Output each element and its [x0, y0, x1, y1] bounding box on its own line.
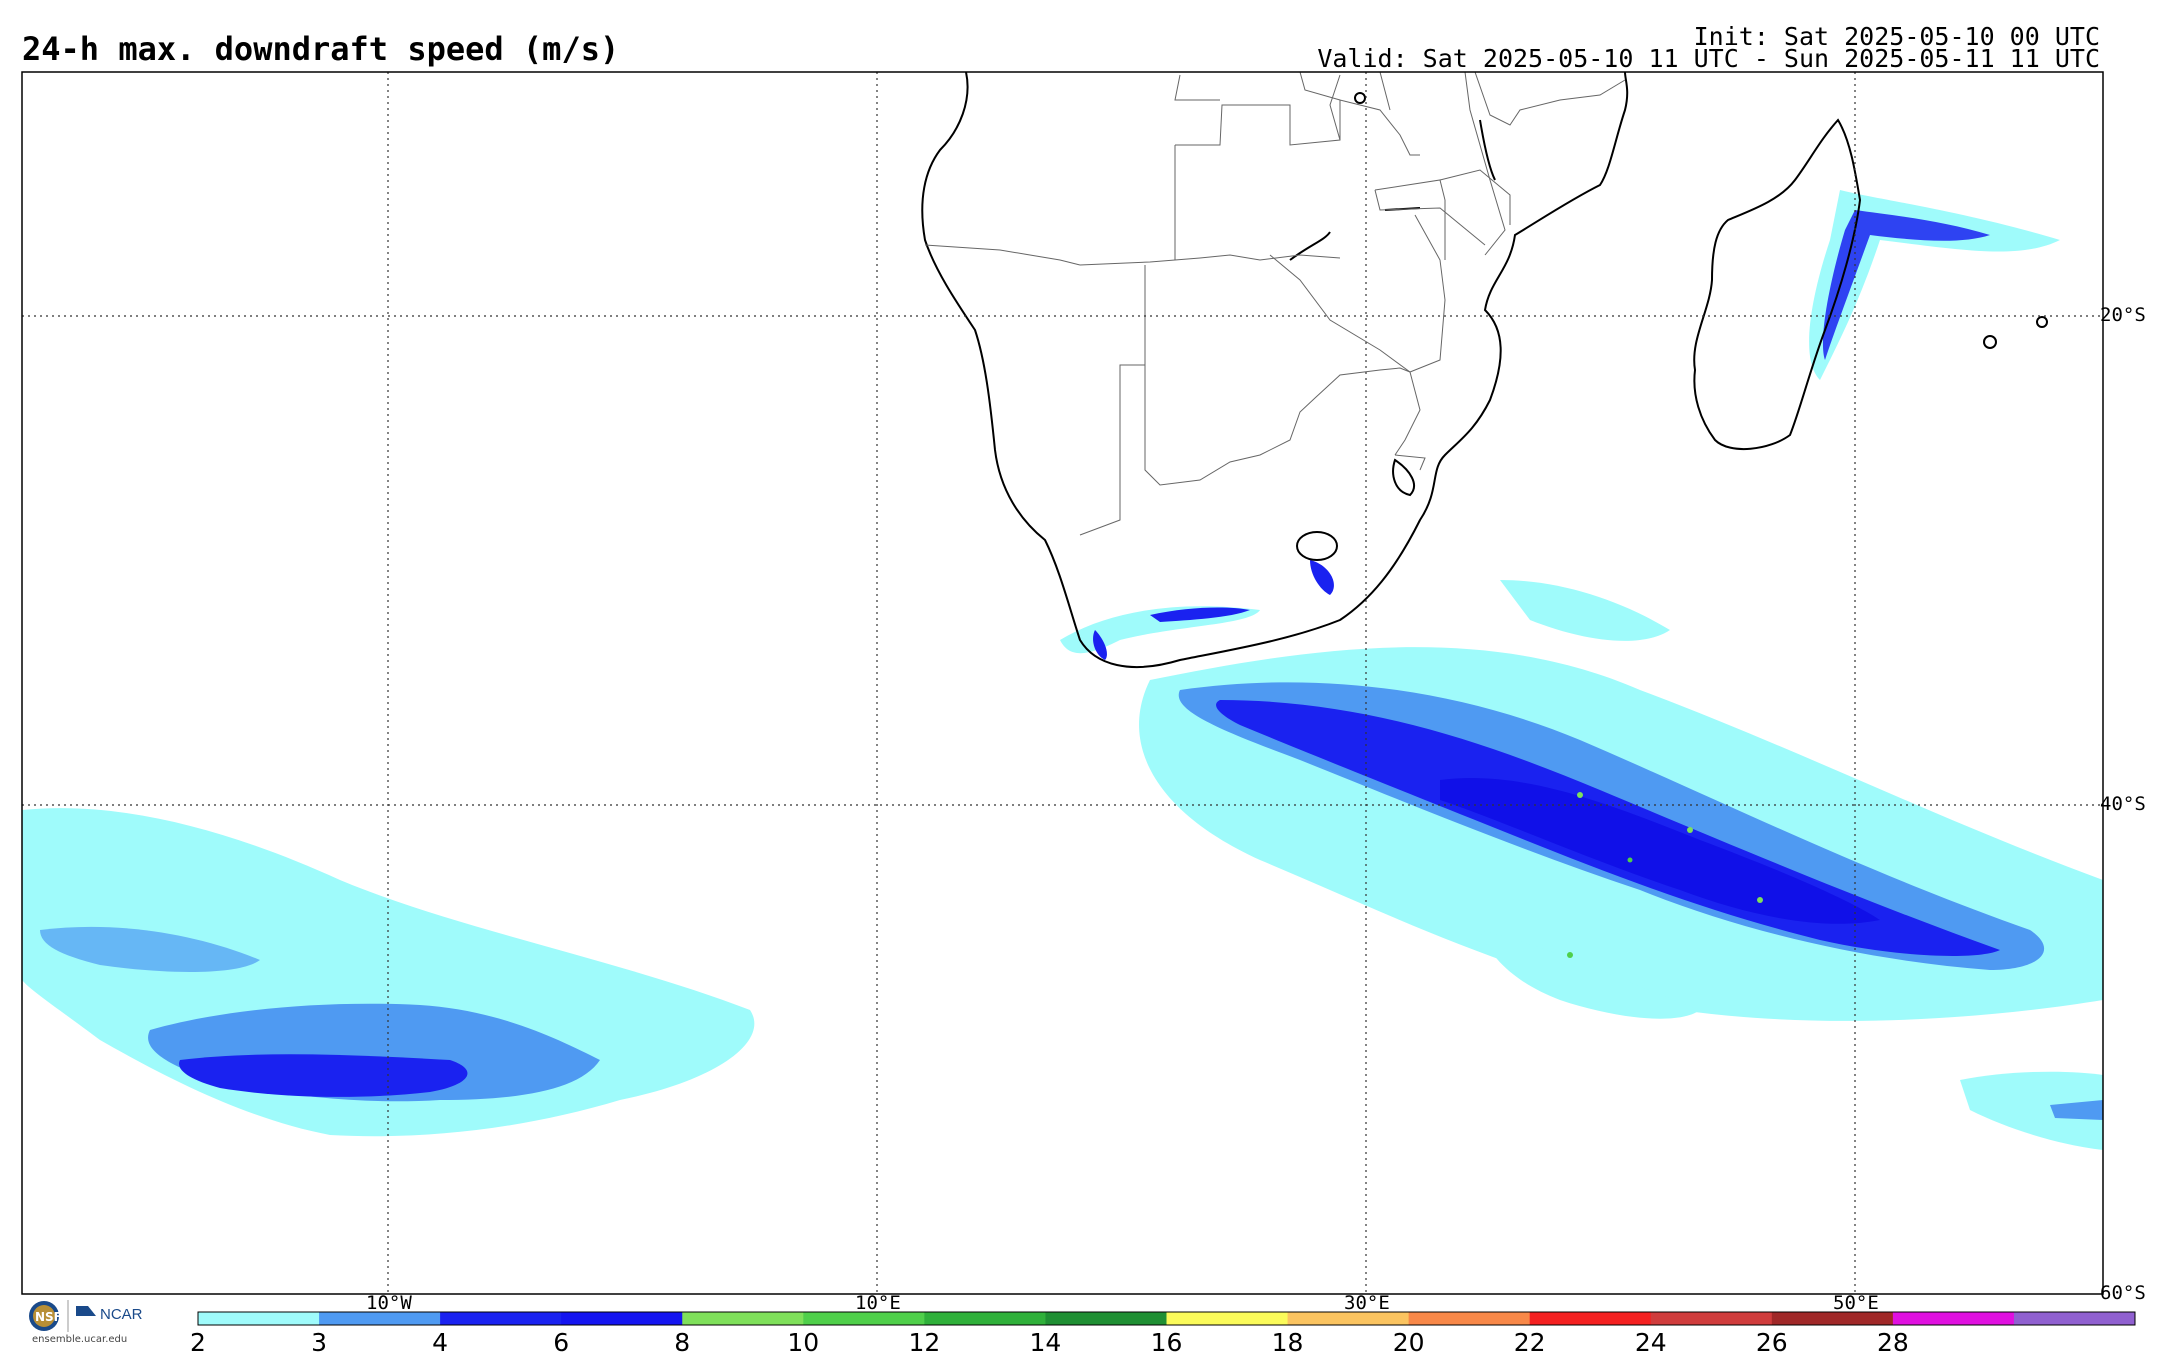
- colorbar-swatch: [440, 1312, 562, 1325]
- lon-label-30e: 30°E: [1344, 1292, 1390, 1314]
- colorbar-swatch: [1892, 1312, 2015, 1325]
- colorbar-swatch: [319, 1312, 441, 1325]
- ncar-logo: NSF NCAR ensemble.ucar.edu: [24, 1298, 156, 1346]
- ncar-wordmark: NCAR: [100, 1306, 143, 1323]
- valid-time: Valid: Sat 2025-05-10 11 UTC - Sun 2025-…: [1317, 44, 2100, 73]
- colorbar-swatch: [561, 1312, 683, 1325]
- colorbar-swatch: [198, 1312, 320, 1325]
- colorbar-swatch: [1529, 1312, 1652, 1325]
- map-title: 24-h max. downdraft speed (m/s): [22, 30, 620, 68]
- colorbar-tick-label: 22: [1513, 1328, 1546, 1357]
- plume-east: [1139, 580, 2103, 1150]
- colorbar-tick-label: 10: [787, 1328, 820, 1357]
- website-text: ensemble.ucar.edu: [32, 1334, 128, 1345]
- colorbar-tick-label: 8: [674, 1328, 691, 1357]
- colorbar-tick-label: 4: [432, 1328, 449, 1357]
- colorbar-swatch: [1650, 1312, 1773, 1325]
- country-borders: [924, 72, 1626, 536]
- colorbar-swatch: [1771, 1312, 1894, 1325]
- map-frame: [21, 71, 2104, 1295]
- plume-south-africa: [1060, 560, 1334, 660]
- colorbar-swatch: [1166, 1312, 1289, 1325]
- colorbar-tick-label: 3: [311, 1328, 328, 1357]
- colorbar-swatch: [803, 1312, 925, 1325]
- lat-label-60s: 60°S: [2100, 1282, 2146, 1304]
- colorbar-tick-label: 18: [1271, 1328, 1304, 1357]
- colorbar-tick-label: 28: [1876, 1328, 1909, 1357]
- colorbar-tick-label: 2: [190, 1328, 206, 1357]
- colorbar-swatch: [924, 1312, 1046, 1325]
- colorbar-swatch: [1045, 1312, 1167, 1325]
- plume-madagascar: [1809, 190, 2060, 380]
- lat-label-40s: 40°S: [2100, 793, 2146, 815]
- ncar-mark-icon: [76, 1306, 96, 1316]
- colorbar-tick-label: 12: [908, 1328, 941, 1357]
- lon-label-50e: 50°E: [1833, 1292, 1879, 1314]
- graticule: [22, 72, 2103, 1294]
- init-time: Init: Sat 2025-05-10 00 UTC: [1693, 22, 2100, 51]
- colorbar-tick-label: 20: [1392, 1328, 1425, 1357]
- svg-text:NSF: NSF: [35, 1310, 62, 1324]
- colorbar-swatch: [1408, 1312, 1531, 1325]
- colorbar-tick-label: 24: [1634, 1328, 1667, 1357]
- colorbar-swatch: [682, 1312, 804, 1325]
- colorbar-tick-label: 6: [553, 1328, 570, 1357]
- lat-label-20s: 20°S: [2100, 304, 2146, 326]
- lon-label-10w: 10°W: [366, 1292, 412, 1314]
- colorbar-tick-label: 26: [1755, 1328, 1788, 1357]
- colorbar-tick-label: 14: [1029, 1328, 1062, 1357]
- colorbar-tick-label: 16: [1150, 1328, 1183, 1357]
- colorbar-frame: [197, 1311, 2136, 1326]
- colorbar-swatch: [2013, 1312, 2136, 1325]
- colorbar-swatch: [1287, 1312, 1410, 1325]
- lon-label-10e: 10°E: [855, 1292, 901, 1314]
- coastlines: [921, 72, 2048, 668]
